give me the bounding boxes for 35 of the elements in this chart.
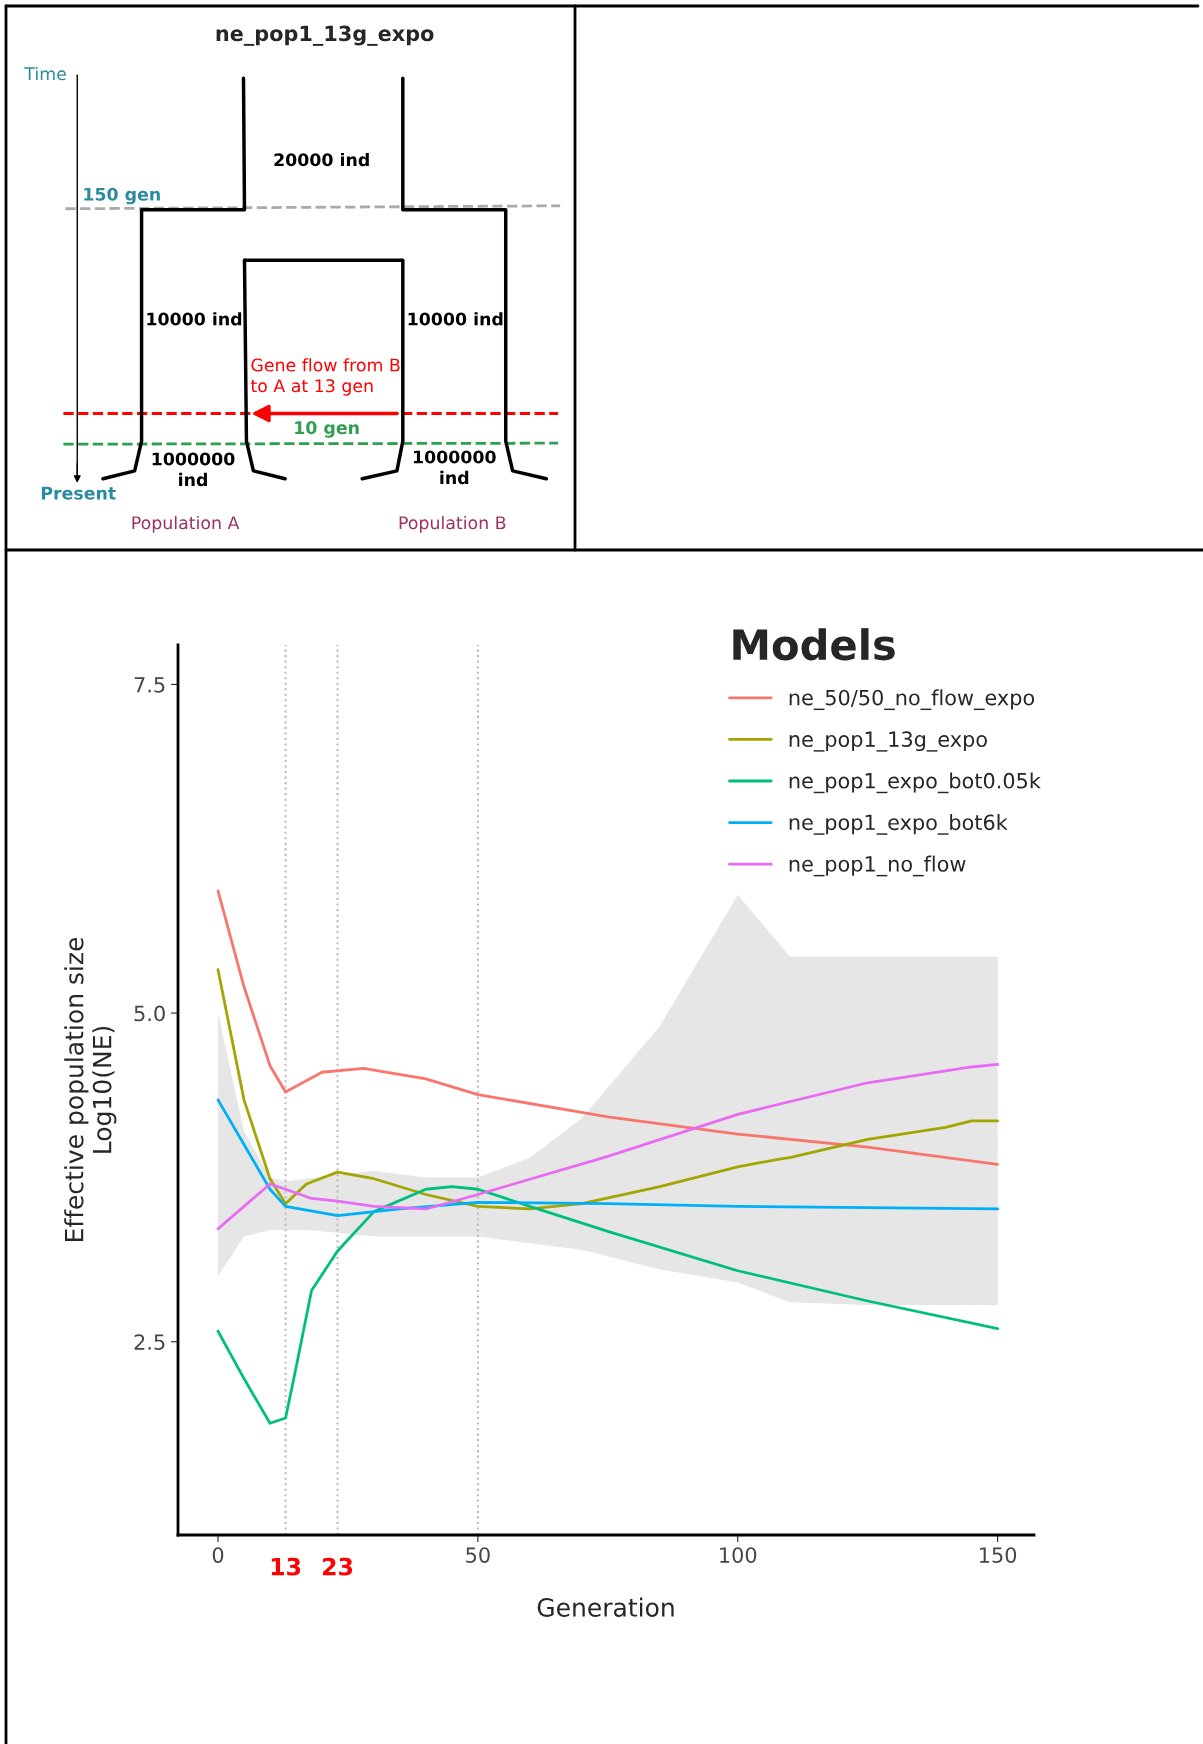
legend-label: ne_pop1_13g_expo <box>789 731 987 752</box>
y-tick-label: 7.5 <box>134 677 165 693</box>
ref-line-label: 13 <box>271 1557 301 1576</box>
text: 10 gen <box>295 421 359 438</box>
line-series <box>216 1098 1000 1217</box>
text: 10000 ind <box>408 312 503 326</box>
text: ne_pop1_13g_expo <box>216 25 434 46</box>
y-tick-label: 2.5 <box>134 1334 165 1350</box>
text: Time <box>24 66 66 81</box>
text: 20000 ind <box>274 152 369 167</box>
text: Present <box>41 486 116 500</box>
line-series <box>216 889 1000 1166</box>
x-tick-label: 150 <box>980 1547 1017 1563</box>
text: 10000 ind <box>147 312 242 326</box>
line-series <box>216 968 1000 1211</box>
legend-title: Models <box>733 628 895 661</box>
line-series <box>216 1185 1000 1425</box>
text: 1000000 ind <box>152 452 235 487</box>
x-tick-label: 50 <box>466 1547 490 1563</box>
y-axis-title: Effective population size Log10(NE) <box>64 937 117 1241</box>
x-axis-title: Generation <box>537 1597 674 1617</box>
y-tick-label: 5.0 <box>134 1005 165 1022</box>
text: Population B <box>399 515 506 533</box>
x-tick-label: 100 <box>720 1547 757 1563</box>
legend-label: ne_pop1_no_flow <box>789 855 966 877</box>
text: Gene flow from B to A at 13 gen <box>250 358 400 396</box>
text: 1000000 ind <box>413 450 496 485</box>
text: 150 gen <box>84 187 160 205</box>
legend-label: ne_pop1_expo_bot6k <box>789 814 1008 835</box>
ref-line-label: 23 <box>323 1557 353 1576</box>
x-tick-label: 0 <box>212 1547 224 1563</box>
legend-label: ne_pop1_expo_bot0.05k <box>789 772 1041 794</box>
line-series <box>216 1062 1000 1231</box>
legend-label: ne_50/50_no_flow_expo <box>789 689 1035 711</box>
text: Population A <box>132 515 240 533</box>
